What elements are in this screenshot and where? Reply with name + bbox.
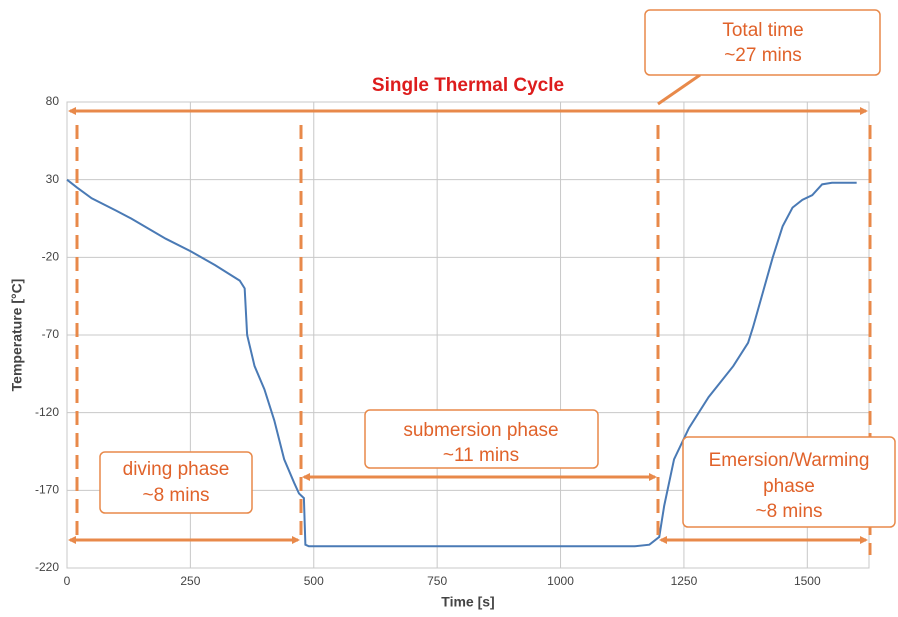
annotation-box	[99, 451, 253, 514]
x-tick-label: 1250	[671, 574, 698, 588]
annotation-text: submersion phase	[403, 420, 558, 441]
annotation-box	[682, 436, 896, 528]
y-tick-label: -70	[42, 327, 60, 341]
annotation-text: ~8 mins	[142, 485, 209, 506]
callout-pointer	[657, 73, 701, 106]
data-line	[66, 178, 857, 548]
y-tick-label: -170	[35, 483, 59, 497]
x-tick-label: 250	[180, 574, 200, 588]
x-tick-label: 0	[64, 574, 71, 588]
y-tick-label: -120	[35, 405, 59, 419]
x-tick-label: 1000	[547, 574, 574, 588]
annotation-text: ~27 mins	[724, 45, 802, 66]
chart-title: Single Thermal Cycle	[372, 75, 564, 96]
x-tick-label: 1500	[794, 574, 821, 588]
annotations: Total time ~27 mins diving phase ~8 mins…	[68, 9, 896, 555]
annotation-text: ~11 mins	[443, 445, 519, 466]
y-tick-label: -220	[35, 560, 59, 574]
y-tick-label: -20	[42, 250, 60, 264]
x-tick-label: 750	[427, 574, 447, 588]
y-axis-label: Temperature [°C]	[9, 279, 25, 392]
annotation-text: phase	[763, 476, 815, 497]
x-axis-label: Time [s]	[441, 594, 494, 610]
y-tick-label: 30	[46, 172, 60, 186]
annotation-text: diving phase	[123, 459, 230, 480]
x-tick-label: 500	[304, 574, 324, 588]
annotation-text: ~8 mins	[755, 501, 822, 522]
annotation-text: Total time	[722, 20, 803, 41]
y-tick-label: 80	[46, 94, 60, 108]
annotation-box	[644, 9, 881, 76]
annotation-text: Emersion/Warming	[709, 450, 870, 471]
annotation-box	[364, 409, 599, 469]
